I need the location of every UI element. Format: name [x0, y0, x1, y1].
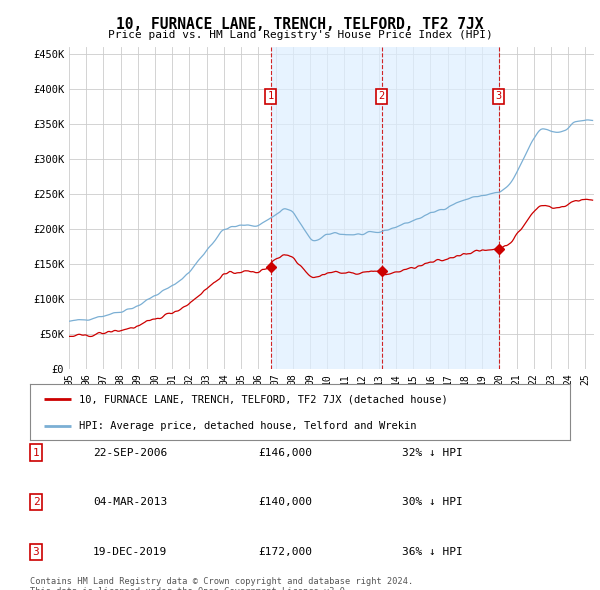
Text: Price paid vs. HM Land Registry's House Price Index (HPI): Price paid vs. HM Land Registry's House …	[107, 30, 493, 40]
Text: 3: 3	[32, 547, 40, 556]
Text: £172,000: £172,000	[258, 547, 312, 556]
Text: 32% ↓ HPI: 32% ↓ HPI	[402, 448, 463, 457]
Text: 1: 1	[268, 91, 274, 101]
Text: 10, FURNACE LANE, TRENCH, TELFORD, TF2 7JX: 10, FURNACE LANE, TRENCH, TELFORD, TF2 7…	[116, 17, 484, 31]
Text: 3: 3	[496, 91, 502, 101]
Text: £146,000: £146,000	[258, 448, 312, 457]
Text: £140,000: £140,000	[258, 497, 312, 507]
Text: 36% ↓ HPI: 36% ↓ HPI	[402, 547, 463, 556]
Text: 2: 2	[32, 497, 40, 507]
Text: Contains HM Land Registry data © Crown copyright and database right 2024.
This d: Contains HM Land Registry data © Crown c…	[30, 577, 413, 590]
Text: 2: 2	[379, 91, 385, 101]
Bar	[271, 47, 499, 369]
Text: 30% ↓ HPI: 30% ↓ HPI	[402, 497, 463, 507]
Text: 10, FURNACE LANE, TRENCH, TELFORD, TF2 7JX (detached house): 10, FURNACE LANE, TRENCH, TELFORD, TF2 7…	[79, 394, 448, 404]
Text: HPI: Average price, detached house, Telford and Wrekin: HPI: Average price, detached house, Telf…	[79, 421, 416, 431]
Text: 04-MAR-2013: 04-MAR-2013	[93, 497, 167, 507]
Text: 19-DEC-2019: 19-DEC-2019	[93, 547, 167, 556]
Text: 22-SEP-2006: 22-SEP-2006	[93, 448, 167, 457]
Text: 1: 1	[32, 448, 40, 457]
